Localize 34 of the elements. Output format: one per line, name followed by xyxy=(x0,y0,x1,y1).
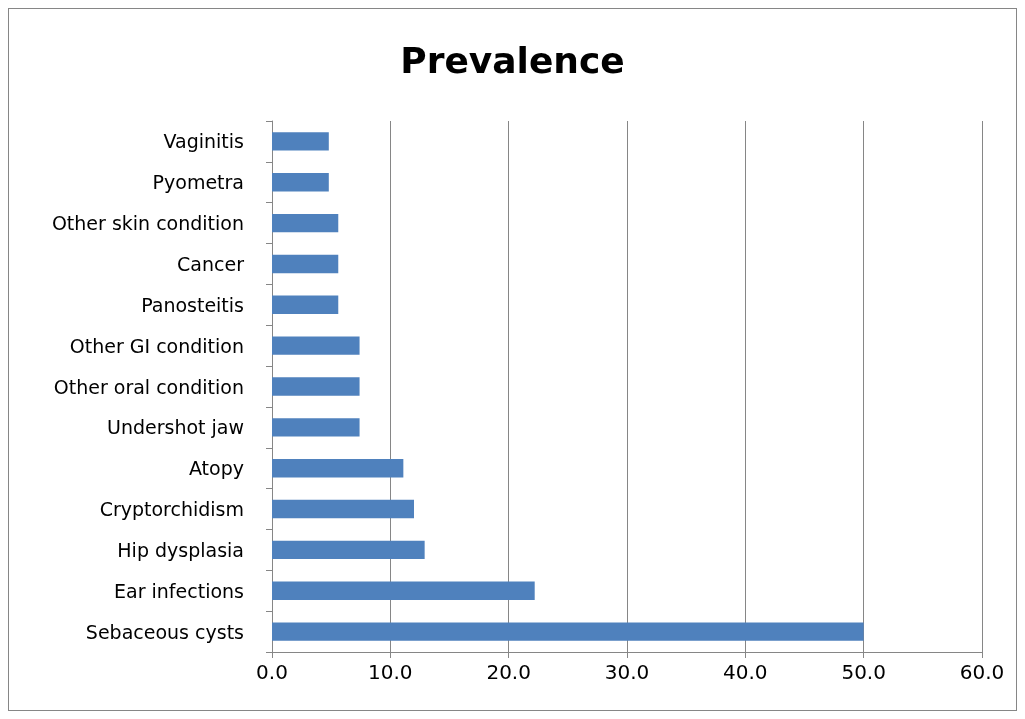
bar xyxy=(272,173,329,192)
x-tick-label: 0.0 xyxy=(256,660,288,684)
y-tick-label: Other GI condition xyxy=(69,334,244,357)
y-tick-label: Other skin condition xyxy=(51,212,244,235)
bar xyxy=(272,213,339,233)
x-tick-label: 10.0 xyxy=(368,660,413,684)
bar xyxy=(272,459,404,478)
bar xyxy=(272,336,360,355)
bar xyxy=(272,499,414,519)
bar xyxy=(272,377,360,396)
y-tick-label: Other oral condition xyxy=(53,375,244,398)
x-tick-label: 40.0 xyxy=(723,660,768,684)
bar xyxy=(272,622,864,641)
bar xyxy=(272,132,329,151)
y-tick-label: Cancer xyxy=(177,252,245,275)
x-tick-label: 60.0 xyxy=(959,660,1005,684)
y-tick-label: Vaginitis xyxy=(163,130,244,153)
bar xyxy=(272,540,425,560)
bar xyxy=(272,295,339,314)
y-tick-label: Ear infections xyxy=(114,579,244,602)
y-tick-label: Undershot jaw xyxy=(106,416,244,439)
chart-title: Prevalence xyxy=(400,39,625,81)
bar xyxy=(272,418,360,437)
bar xyxy=(272,254,339,274)
y-tick-label: Pyometra xyxy=(152,171,244,194)
bar xyxy=(272,581,535,600)
y-tick-label: Sebaceous cysts xyxy=(85,620,244,643)
x-tick-label: 30.0 xyxy=(604,660,650,684)
x-tick-label: 50.0 xyxy=(841,660,886,684)
x-tick-label: 20.0 xyxy=(486,660,531,684)
y-tick-label: Panosteitis xyxy=(141,293,244,316)
y-tick-label: Atopy xyxy=(188,457,244,480)
y-tick-label: Cryptorchidism xyxy=(99,498,244,521)
y-tick-label: Hip dysplasia xyxy=(117,538,244,561)
